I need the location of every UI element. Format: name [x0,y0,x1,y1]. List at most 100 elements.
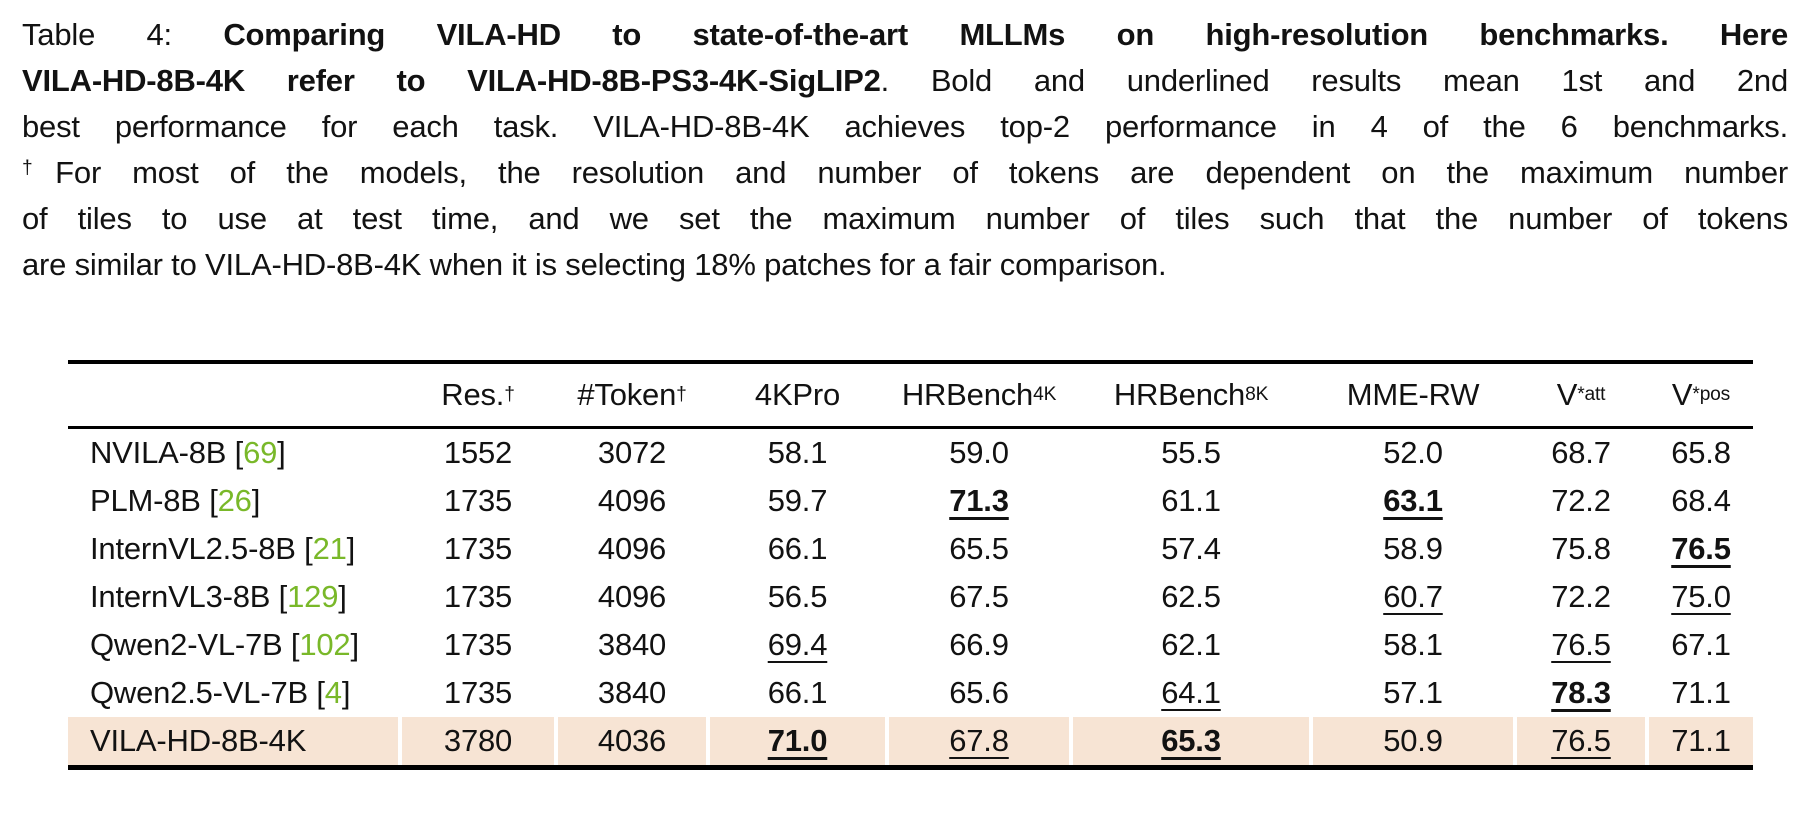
metric-value: 72.2 [1551,578,1611,614]
resolution-column-header: Res. † [441,377,515,412]
model-name-cell: NVILA-8B [69] [68,429,398,477]
caption-text: best performance for each task. VILA-HD-… [22,109,1788,144]
results-table-grid: Res. † #Token † 4KPro HRBench 4K HRBench 8K MME-R… [68,360,1753,770]
metric-value: 1735 [443,626,513,662]
metric-value-cell: 63.1 [1313,477,1513,525]
metric-value-cell: 67.1 [1649,621,1753,669]
metric-value: 1735 [443,530,513,566]
metric-value-cell: 50.9 [1313,716,1513,765]
citation-ref[interactable]: 4 [324,674,342,710]
metric-value-cell: 1735 [402,669,554,717]
caption-text: are similar to VILA-HD-8B-4K when it is … [22,247,1167,282]
metric-value-cell: 1735 [402,621,554,669]
metric-value-cell: 3840 [558,669,706,717]
model-name-cell: VILA-HD-8B-4K [68,716,398,765]
caption-text: Table 4: [22,17,224,52]
metric-value: 71.0 [767,722,828,758]
column-header-label: Res. [441,377,505,412]
model-name-cell: PLM-8B [26] [68,477,398,525]
metric-value: 63.1 [1383,482,1443,518]
metric-value: 69.4 [767,626,828,662]
model-name: Qwen2.5-VL-7B [ [90,674,325,710]
metric-value-cell: 76.5 [1517,621,1645,669]
4kpro-column-header: 4KPro [710,364,885,426]
mme-rw-column-header: MME-RW [1313,364,1513,426]
caption-line-1: Table 4: Comparing VILA-HD to state-of-t… [22,12,1788,58]
metric-value-cell: 71.3 [889,477,1069,525]
metric-value-cell: 71.0 [710,716,885,765]
metric-value: 4036 [597,722,667,758]
model-name: Qwen2-VL-7B [ [90,626,300,662]
citation-ref[interactable]: 69 [243,434,278,470]
metric-value-cell: 72.2 [1517,477,1645,525]
metric-value: 68.7 [1551,434,1611,470]
metric-value: 75.0 [1671,578,1731,614]
citation-ref[interactable]: 21 [312,530,347,566]
document-page: Table 4: Comparing VILA-HD to state-of-t… [22,12,1788,770]
metric-value-cell: 60.7 [1313,573,1513,621]
metric-value-cell: 4096 [558,525,706,573]
metric-value: 59.0 [949,434,1009,470]
dagger-footnote-marker: † [22,157,56,179]
metric-value-cell: 59.7 [710,477,885,525]
metric-value-cell: 1735 [402,573,554,621]
caption-line-4: †For most of the models, the resolution … [22,150,1788,196]
metric-value-cell: 52.0 [1313,429,1513,477]
metric-value: 1735 [443,482,513,518]
metric-value: 72.2 [1551,482,1611,518]
metric-value: 67.8 [949,722,1009,758]
metric-value-cell: 65.6 [889,669,1069,717]
column-header-label: V [1671,377,1693,412]
metric-value-cell: 65.8 [1649,429,1753,477]
hrbench4k-column-header: HRBench 4K [901,377,1057,412]
metric-value-cell: 65.3 [1073,716,1309,765]
metric-value-cell: 67.5 [889,573,1069,621]
metric-value-cell: 1735 [402,477,554,525]
metric-value-cell: 4096 [558,477,706,525]
metric-value: 71.1 [1671,674,1731,710]
metric-value-cell: 58.9 [1313,525,1513,573]
model-name-cell: InternVL3-8B [129] [68,573,398,621]
metric-value-cell: 71.1 [1649,669,1753,717]
metric-value: 4096 [597,482,667,518]
model-name: PLM-8B [ [90,482,218,518]
metric-value: 62.1 [1161,626,1221,662]
metric-value-cell: 71.1 [1649,716,1753,765]
metric-value: 65.6 [949,674,1009,710]
caption-line-2: VILA-HD-8B-4K refer to VILA-HD-8B-PS3-4K… [22,58,1788,104]
metric-value-cell: 64.1 [1073,669,1309,717]
metric-value: 64.1 [1161,674,1221,710]
metric-value-cell: 62.1 [1073,621,1309,669]
citation-ref[interactable]: 102 [299,626,351,662]
citation-ref[interactable]: 129 [287,578,339,614]
metric-value-cell: 55.5 [1073,429,1309,477]
hrbench8k-column-header: HRBench 8K [1113,377,1269,412]
metric-value: 60.7 [1383,578,1443,614]
citation-ref[interactable]: 26 [217,482,252,518]
metric-value-cell: 62.5 [1073,573,1309,621]
metric-value-cell: 66.1 [710,669,885,717]
caption-line-5: of tiles to use at test time, and we set… [22,196,1788,242]
model-name: InternVL2.5-8B [ [90,530,313,566]
metric-value: 4096 [597,530,667,566]
citation-bracket: ] [350,626,359,662]
token-column-header: #Token † [577,377,687,412]
metric-value-cell: 56.5 [710,573,885,621]
metric-value-cell: 76.5 [1649,525,1753,573]
metric-value: 59.7 [767,482,828,518]
metric-value: 1552 [443,434,513,470]
caption-line-3: best performance for each task. VILA-HD-… [22,104,1788,150]
metric-value-cell: 58.1 [710,429,885,477]
table-top-rule [68,360,1753,364]
metric-value: 67.1 [1671,626,1731,662]
metric-value-cell: 76.5 [1517,716,1645,765]
citation-bracket: ] [251,482,261,518]
metric-value: 71.1 [1671,722,1731,758]
table-bottom-rule [68,764,1753,770]
metric-value: 1735 [443,578,513,614]
metric-value-cell: 68.4 [1649,477,1753,525]
metric-value-cell: 4036 [558,716,706,765]
metric-value: 1735 [443,674,513,710]
citation-bracket: ] [277,434,286,470]
metric-value: 76.5 [1551,626,1611,662]
